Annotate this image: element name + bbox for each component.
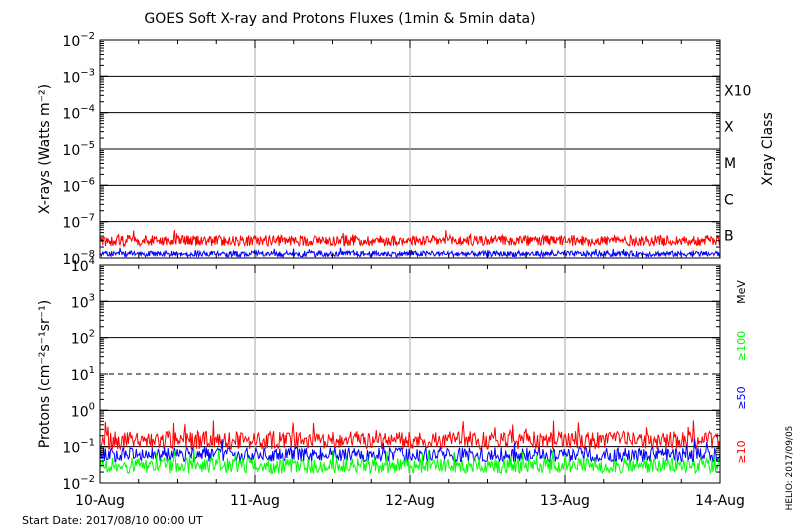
y-tick-label: 10−2 (62, 31, 95, 50)
proton-series (99, 420, 721, 475)
y-tick-label: 102 (71, 329, 95, 348)
xray-class-labels: X10 X M C B (724, 83, 751, 244)
series-line (99, 448, 721, 475)
y-tick-label: 10−2 (62, 474, 95, 493)
xray-grid (100, 40, 720, 258)
x-tick-label: 13-Aug (540, 493, 590, 509)
chart-title: GOES Soft X-ray and Protons Fluxes (1min… (144, 11, 535, 27)
y-tick-label: 10−7 (62, 213, 95, 232)
xray-class-label: X (724, 120, 734, 136)
x-tick-label: 14-Aug (695, 493, 745, 509)
y-tick-label: 10−1 (62, 438, 95, 457)
proton-legend-label: ≥50 (735, 386, 748, 409)
series-line (99, 438, 721, 464)
proton-y-ticks: 104 103 102 101 100 10−1 10−2 (62, 256, 720, 493)
x-tick-label: 11-Aug (230, 493, 280, 509)
xray-class-label: C (724, 192, 734, 208)
xray-class-axis-title: Xray Class (760, 112, 776, 186)
proton-panel: 104 103 102 101 100 10−1 10−2 Protons (cm⁻²s⁻¹… (37, 256, 748, 493)
start-date-label: Start Date: 2017/08/10 00:00 UT (22, 514, 203, 527)
x-tick-label: 12-Aug (385, 493, 435, 509)
series-line (99, 420, 721, 451)
x-axis-ticks: 10-Aug 11-Aug 12-Aug 13-Aug 14-Aug (75, 40, 745, 509)
xray-class-label: M (724, 156, 736, 172)
series-line (99, 230, 721, 248)
y-tick-label: 10−5 (62, 140, 95, 159)
xray-class-label: B (724, 229, 734, 245)
y-tick-label: 100 (71, 401, 95, 420)
proton-legend-label: ≥10 (735, 440, 748, 463)
x-tick-label: 10-Aug (75, 493, 125, 509)
y-tick-label: 10−6 (62, 176, 95, 195)
proton-y-axis-label: Protons (cm⁻²s⁻¹sr⁻¹) (37, 300, 53, 449)
y-tick-label: 10−3 (62, 67, 95, 86)
y-tick-label: 101 (71, 365, 95, 384)
proton-legend-label: ≥100 (735, 331, 748, 361)
xray-y-ticks: 10−2 10−3 10−4 10−5 10−6 10−7 10−8 (62, 31, 720, 268)
proton-grid (100, 265, 720, 483)
xray-panel: 10−2 10−3 10−4 10−5 10−6 10−7 10−8 X-rays (Wat… (37, 31, 776, 268)
y-tick-label: 104 (71, 256, 95, 275)
proton-units-label: MeV (735, 280, 748, 304)
proton-legend: ≥10 ≥50 ≥100 (735, 331, 748, 464)
y-tick-label: 103 (71, 292, 95, 311)
y-tick-label: 10−4 (62, 104, 95, 123)
credit-label: HELIO: 2017/09/05 (785, 426, 795, 511)
xray-y-axis-label: X-rays (Watts m⁻²) (37, 84, 53, 214)
y-tick-label: 10−8 (62, 249, 95, 268)
xray-class-label: X10 (724, 83, 751, 99)
